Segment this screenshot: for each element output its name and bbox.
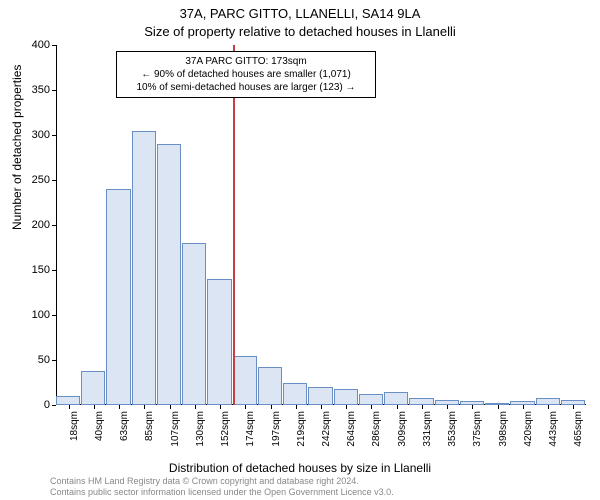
histogram-bar [359, 394, 383, 405]
x-tick-label: 174sqm [245, 411, 256, 447]
x-tick-mark [548, 405, 549, 409]
histogram-bar [384, 392, 408, 406]
y-tick-mark [52, 45, 56, 46]
histogram-bar [56, 396, 80, 405]
x-tick-label: 443sqm [548, 411, 559, 447]
chart-plot-area: 050100150200250300350400 18sqm40sqm63sqm… [56, 45, 586, 405]
y-tick-mark [52, 270, 56, 271]
x-tick-mark [94, 405, 95, 409]
x-tick-mark [523, 405, 524, 409]
x-tick-mark [447, 405, 448, 409]
x-tick-label: 309sqm [397, 411, 408, 447]
y-tick-mark [52, 180, 56, 181]
x-tick-label: 331sqm [422, 411, 433, 447]
title-line-2: Size of property relative to detached ho… [0, 24, 600, 39]
histogram-bar [258, 367, 282, 405]
x-tick-label: 85sqm [144, 411, 155, 441]
x-tick-mark [296, 405, 297, 409]
y-tick-mark [52, 225, 56, 226]
title-line-1: 37A, PARC GITTO, LLANELLI, SA14 9LA [0, 6, 600, 21]
x-axis-label: Distribution of detached houses by size … [0, 461, 600, 475]
histogram-bar [207, 279, 231, 405]
x-tick-label: 197sqm [271, 411, 282, 447]
x-tick-mark [371, 405, 372, 409]
x-tick-mark [573, 405, 574, 409]
x-tick-mark [271, 405, 272, 409]
histogram-bar [334, 389, 358, 405]
x-tick-label: 420sqm [523, 411, 534, 447]
x-tick-label: 107sqm [170, 411, 181, 447]
x-tick-label: 40sqm [94, 411, 105, 441]
x-tick-label: 152sqm [220, 411, 231, 447]
credits-line-2: Contains public sector information licen… [50, 487, 394, 498]
credits-line-1: Contains HM Land Registry data © Crown c… [50, 476, 394, 487]
credits: Contains HM Land Registry data © Crown c… [50, 476, 394, 498]
y-tick-mark [52, 405, 56, 406]
x-tick-mark [397, 405, 398, 409]
x-tick-mark [422, 405, 423, 409]
x-tick-label: 264sqm [346, 411, 357, 447]
histogram-bar [81, 371, 105, 405]
x-tick-label: 18sqm [69, 411, 80, 441]
x-tick-mark [220, 405, 221, 409]
histogram-bar [283, 383, 307, 406]
y-axis-label: Number of detached properties [10, 65, 24, 230]
x-tick-mark [498, 405, 499, 409]
annotation-line-1: 37A PARC GITTO: 173sqm [123, 55, 369, 68]
x-tick-label: 398sqm [498, 411, 509, 447]
x-tick-mark [346, 405, 347, 409]
x-tick-label: 375sqm [472, 411, 483, 447]
x-tick-label: 63sqm [119, 411, 130, 441]
x-tick-mark [321, 405, 322, 409]
x-tick-mark [472, 405, 473, 409]
histogram-bar [157, 144, 181, 405]
x-tick-mark [119, 405, 120, 409]
histogram-bar [106, 189, 130, 405]
x-tick-mark [69, 405, 70, 409]
x-tick-label: 242sqm [321, 411, 332, 447]
y-tick-mark [52, 315, 56, 316]
x-tick-label: 130sqm [195, 411, 206, 447]
x-tick-mark [144, 405, 145, 409]
annotation-line-3: 10% of semi-detached houses are larger (… [123, 81, 369, 94]
histogram-bar [132, 131, 156, 406]
histogram-bar [409, 398, 433, 405]
annotation-line-2: ← 90% of detached houses are smaller (1,… [123, 68, 369, 81]
x-tick-label: 286sqm [371, 411, 382, 447]
histogram-bar [233, 356, 257, 406]
x-tick-mark [170, 405, 171, 409]
histogram-bar [308, 387, 332, 405]
x-tick-label: 465sqm [573, 411, 584, 447]
reference-marker-line [233, 45, 235, 405]
annotation-box: 37A PARC GITTO: 173sqm ← 90% of detached… [116, 51, 376, 98]
y-tick-mark [52, 90, 56, 91]
x-tick-label: 219sqm [296, 411, 307, 447]
x-tick-mark [195, 405, 196, 409]
x-tick-label: 353sqm [447, 411, 458, 447]
histogram-bar [536, 398, 560, 405]
histogram-bar [182, 243, 206, 405]
y-tick-mark [52, 360, 56, 361]
x-tick-mark [245, 405, 246, 409]
y-tick-mark [52, 135, 56, 136]
